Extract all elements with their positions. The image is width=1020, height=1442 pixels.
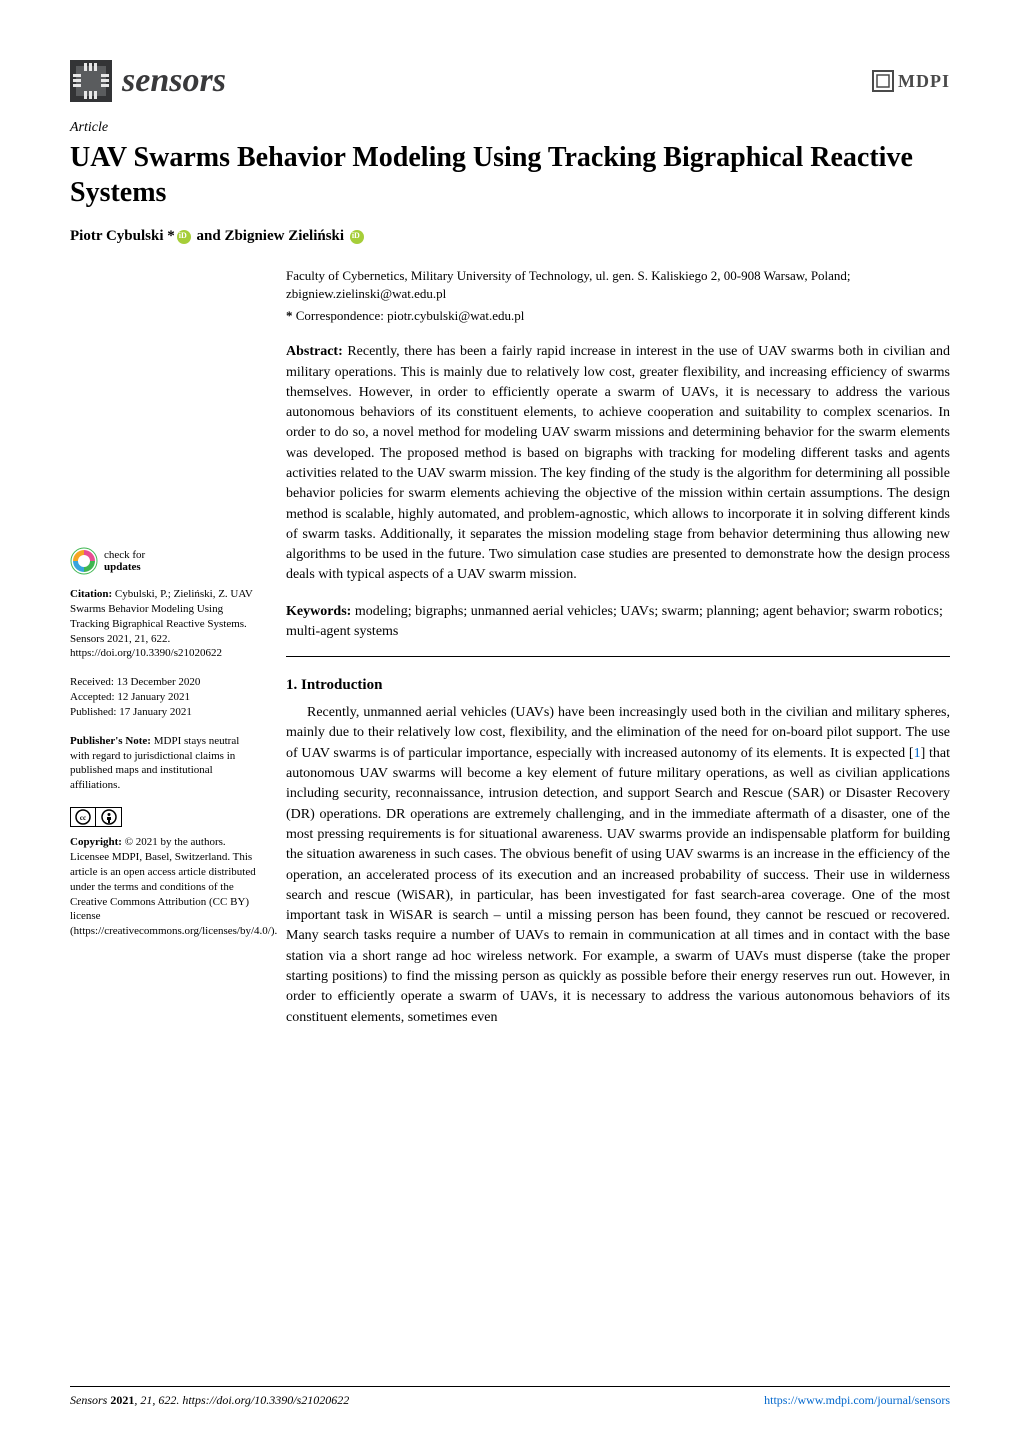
intro-text-pre: Recently, unmanned aerial vehicles (UAVs… [286,705,950,761]
article-title: UAV Swarms Behavior Modeling Using Track… [70,140,950,210]
intro-paragraph: Recently, unmanned aerial vehicles (UAVs… [286,703,950,1028]
publisher-note-block: Publisher's Note: MDPI stays neutral wit… [70,734,260,793]
svg-text:cc: cc [80,814,86,822]
correspondence-text: Correspondence: piotr.cybulski@wat.edu.p… [296,308,525,323]
received-date: Received: 13 December 2020 [70,675,260,690]
dates-block: Received: 13 December 2020 Accepted: 12 … [70,675,260,720]
by-icon [96,807,122,827]
author-2: Zbigniew Zieliński [224,228,344,244]
mdpi-text: MDPI [898,71,950,92]
check-updates-badge[interactable]: check for updates [70,547,260,575]
sensors-logo-icon [70,60,112,102]
journal-logo: sensors [70,60,226,102]
cc-icon: cc [70,807,96,827]
journal-name: sensors [122,62,226,100]
correspondence-asterisk: * [286,308,293,323]
affiliation-text: Faculty of Cybernetics, Military Univers… [286,267,950,303]
check-for-label: check for [104,549,145,561]
copyright-label: Copyright: [70,836,122,848]
accepted-date: Accepted: 12 January 2021 [70,690,260,705]
intro-text-post: ] that autonomous UAV swarms will become… [286,746,950,1025]
updates-label: updates [104,561,145,573]
publisher-note-label: Publisher's Note: [70,735,151,747]
section-divider [286,656,950,657]
keywords-block: Keywords: modeling; bigraphs; unmanned a… [286,602,950,643]
check-updates-text: check for updates [104,549,145,573]
footer-year: 2021 [110,1393,134,1407]
article-type-label: Article [70,120,950,136]
keywords-text: modeling; bigraphs; unmanned aerial vehi… [286,604,943,639]
footer-journal-url[interactable]: https://www.mdpi.com/journal/sensors [764,1393,950,1407]
section-1-heading: 1. Introduction [286,675,950,697]
page-container: sensors MDPI Article UAV Swarms Behavior… [0,0,1020,1442]
footer-journal: Sensors [70,1393,110,1407]
footer-left: Sensors 2021, 21, 622. https://doi.org/1… [70,1393,349,1408]
cc-license-badge[interactable]: cc [70,807,260,827]
author-conjunction: and [193,228,225,244]
abstract-label: Abstract: [286,344,343,359]
correspondence-line: * Correspondence: piotr.cybulski@wat.edu… [286,307,950,326]
footer-citation: , 21, 622. https://doi.org/10.3390/s2102… [134,1393,349,1407]
authors-line: Piotr Cybulski * and Zbigniew Zieliński [70,228,950,245]
header-row: sensors MDPI [70,60,950,102]
keywords-label: Keywords: [286,604,351,619]
check-updates-icon [70,547,98,575]
citation-block: Citation: Cybulski, P.; Zieliński, Z. UA… [70,587,260,661]
page-footer: Sensors 2021, 21, 622. https://doi.org/1… [70,1386,950,1408]
mdpi-logo: MDPI [872,70,950,92]
published-date: Published: 17 January 2021 [70,705,260,720]
abstract-text: Recently, there has been a fairly rapid … [286,344,950,582]
citation-label: Citation: [70,588,112,600]
author-1: Piotr Cybulski * [70,228,175,244]
main-column: Faculty of Cybernetics, Military Univers… [286,267,950,1028]
copyright-block: Copyright: © 2021 by the authors. Licens… [70,835,260,939]
orcid-icon[interactable] [177,230,191,244]
sidebar-column: check for updates Citation: Cybulski, P.… [70,267,260,1028]
reference-link-1[interactable]: 1 [914,746,921,761]
orcid-icon[interactable] [350,230,364,244]
copyright-text: © 2021 by the authors. Licensee MDPI, Ba… [70,836,277,937]
footer-right[interactable]: https://www.mdpi.com/journal/sensors [764,1393,950,1408]
mdpi-icon [872,70,894,92]
two-column-layout: check for updates Citation: Cybulski, P.… [70,267,950,1028]
abstract-block: Abstract: Recently, there has been a fai… [286,342,950,586]
